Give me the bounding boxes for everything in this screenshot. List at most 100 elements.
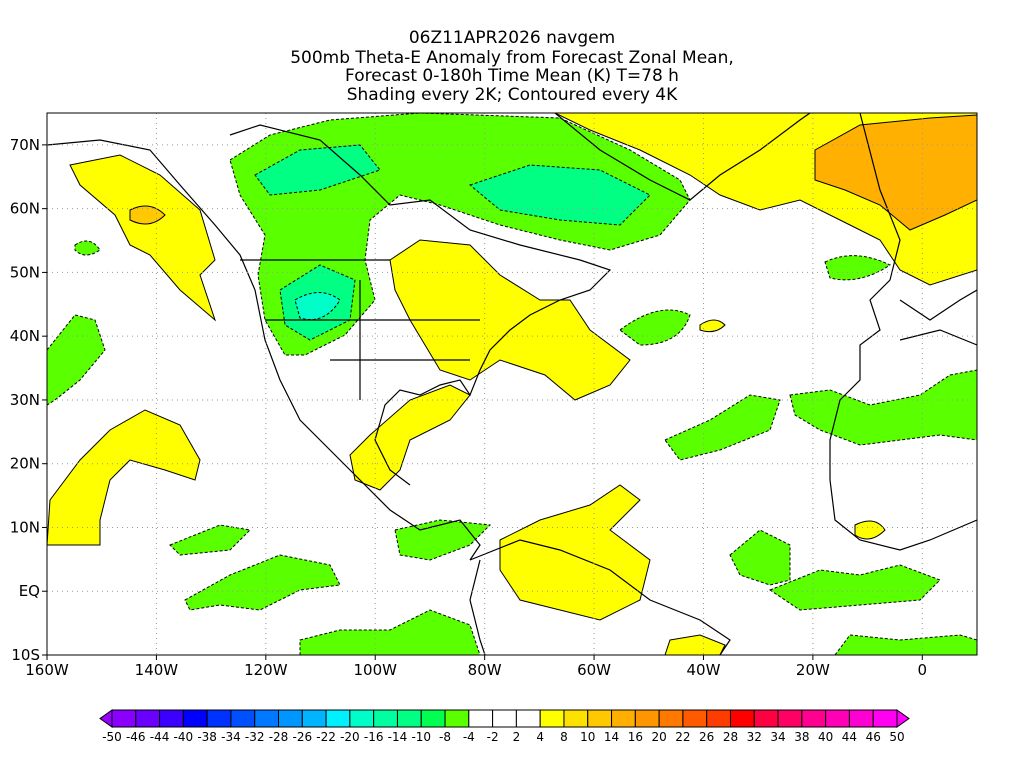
anomaly-positive-south-america xyxy=(499,484,651,621)
anomaly-positive-pacific xyxy=(47,409,201,546)
lat-tick-label: 50N xyxy=(10,263,40,281)
colorbar-swatch xyxy=(278,709,303,728)
anomaly-negative-pacific-west xyxy=(47,314,106,406)
anomaly-negative-tropical-pacific-1 xyxy=(169,524,252,556)
colorbar-label: 20 xyxy=(651,730,666,744)
colorbar-label: 38 xyxy=(794,730,809,744)
lon-tick-label: 100W xyxy=(354,661,398,679)
colorbar: -50 -46 -44 -40 -38 -34 -32 -28 -26 -22 -20 -16 -14-… xyxy=(99,709,910,744)
anomaly-positive-alaska xyxy=(69,154,217,322)
colorbar-swatch xyxy=(468,709,494,728)
colorbar-swatch xyxy=(682,709,708,728)
colorbar-swatch xyxy=(254,709,280,728)
colorbar-swatch xyxy=(587,709,613,728)
colorbar-label: -28 xyxy=(269,730,289,744)
anomaly-positive-atlantic-small xyxy=(699,319,726,333)
colorbar-label: -50 xyxy=(102,730,122,744)
colorbar-swatch xyxy=(396,709,422,728)
colorbar-swatch xyxy=(349,709,375,728)
colorbar-label: 10 xyxy=(580,730,595,744)
colorbar-swatch xyxy=(373,709,398,728)
lon-tick-label: 120W xyxy=(244,661,288,679)
colorbar-swatch xyxy=(182,709,208,728)
lat-tick-label: 60N xyxy=(10,200,40,218)
graticule xyxy=(47,113,977,655)
colorbar-swatch xyxy=(611,709,636,728)
lat-tick-label: 10S xyxy=(11,646,40,664)
colorbar-label: 40 xyxy=(818,730,833,744)
plot-frame xyxy=(46,112,978,656)
colorbar-swatch xyxy=(492,709,517,728)
colorbar-swatch xyxy=(753,709,779,728)
anomaly-negative-caribbean xyxy=(394,519,492,561)
colorbar-swatch xyxy=(420,709,446,728)
colorbar-label: 28 xyxy=(723,730,738,744)
lat-tick-label: 10N xyxy=(10,518,40,536)
colorbar-swatch xyxy=(111,709,137,728)
colorbar-label: 26 xyxy=(699,730,714,744)
colorbar-label: -46 xyxy=(126,730,146,744)
colorbar-swatch xyxy=(206,709,232,728)
title-line-2: 500mb Theta-E Anomaly from Forecast Zona… xyxy=(290,48,734,68)
colorbar-swatch xyxy=(444,709,470,728)
colorbar-low-arrow xyxy=(99,709,113,728)
colorbar-label: 22 xyxy=(675,730,690,744)
colorbar-label: -10 xyxy=(411,730,431,744)
colorbar-swatch xyxy=(658,709,684,728)
colorbar-swatch xyxy=(230,709,256,728)
colorbar-label: -4 xyxy=(463,730,475,744)
colorbar-label: -14 xyxy=(388,730,408,744)
anomaly-negative-atlantic-2 xyxy=(664,394,781,461)
shading-layer xyxy=(47,113,977,655)
colorbar-label: -22 xyxy=(316,730,336,744)
anomaly-negative-canada-core-2 xyxy=(468,164,651,226)
colorbar-label: 2 xyxy=(513,730,521,744)
colorbar-label: -20 xyxy=(340,730,360,744)
colorbar-swatch xyxy=(872,709,898,728)
colorbar-label: 4 xyxy=(536,730,544,744)
colorbar-label: -40 xyxy=(174,730,194,744)
anomaly-negative-canada-core-1 xyxy=(254,144,381,196)
colorbar-label: 34 xyxy=(770,730,785,744)
colorbar-high-arrow xyxy=(896,709,910,728)
anomaly-negative-south-atlantic xyxy=(834,634,977,655)
colorbar-label: 14 xyxy=(604,730,619,744)
lat-tick-label: 30N xyxy=(10,391,40,409)
colorbar-swatch xyxy=(634,709,660,728)
colorbar-label: -16 xyxy=(364,730,384,744)
lat-tick-label: 70N xyxy=(10,136,40,154)
anomaly-negative-tropical-pacific-3 xyxy=(299,609,481,655)
anomaly-positive-alaska-core xyxy=(129,205,166,225)
colorbar-label: -34 xyxy=(221,730,241,744)
colorbar-label: -32 xyxy=(245,730,265,744)
colorbar-swatch xyxy=(825,709,850,728)
anomaly-positive-gulf xyxy=(349,384,471,491)
lat-tick-label: 40N xyxy=(10,327,40,345)
lon-tick-label: 40W xyxy=(687,661,721,679)
coastlines xyxy=(47,113,977,655)
lon-tick-label: 0 xyxy=(918,661,928,679)
colorbar-swatch xyxy=(539,709,565,728)
anomaly-negative-africa xyxy=(789,369,977,446)
lat-tick-label: EQ xyxy=(19,582,40,600)
lat-tick-label: 20N xyxy=(10,455,40,473)
colorbar-swatch xyxy=(729,709,755,728)
colorbar-label: 46 xyxy=(866,730,881,744)
colorbar-swatch xyxy=(706,709,731,728)
lon-tick-label: 20W xyxy=(796,661,830,679)
colorbar-swatch xyxy=(848,709,874,728)
lon-tick-label: 160W xyxy=(25,661,69,679)
colorbar-label: 44 xyxy=(842,730,857,744)
anomaly-negative-atlantic-4 xyxy=(768,564,941,611)
colorbar-swatch xyxy=(563,709,589,728)
anomaly-negative-tropical-pacific-2 xyxy=(184,554,341,611)
lon-tick-label: 140W xyxy=(135,661,179,679)
colorbar-swatch xyxy=(135,709,161,728)
title-line-3: Forecast 0-180h Time Mean (K) T=78 h xyxy=(345,66,679,86)
anomaly-negative-europe xyxy=(824,255,892,281)
title-line-1: 06Z11APR2026 navgem xyxy=(408,28,616,48)
anomaly-negative-west-us-peak xyxy=(294,292,341,320)
colorbar-swatch xyxy=(515,709,541,728)
anomaly-negative-pacific-north xyxy=(74,240,101,256)
